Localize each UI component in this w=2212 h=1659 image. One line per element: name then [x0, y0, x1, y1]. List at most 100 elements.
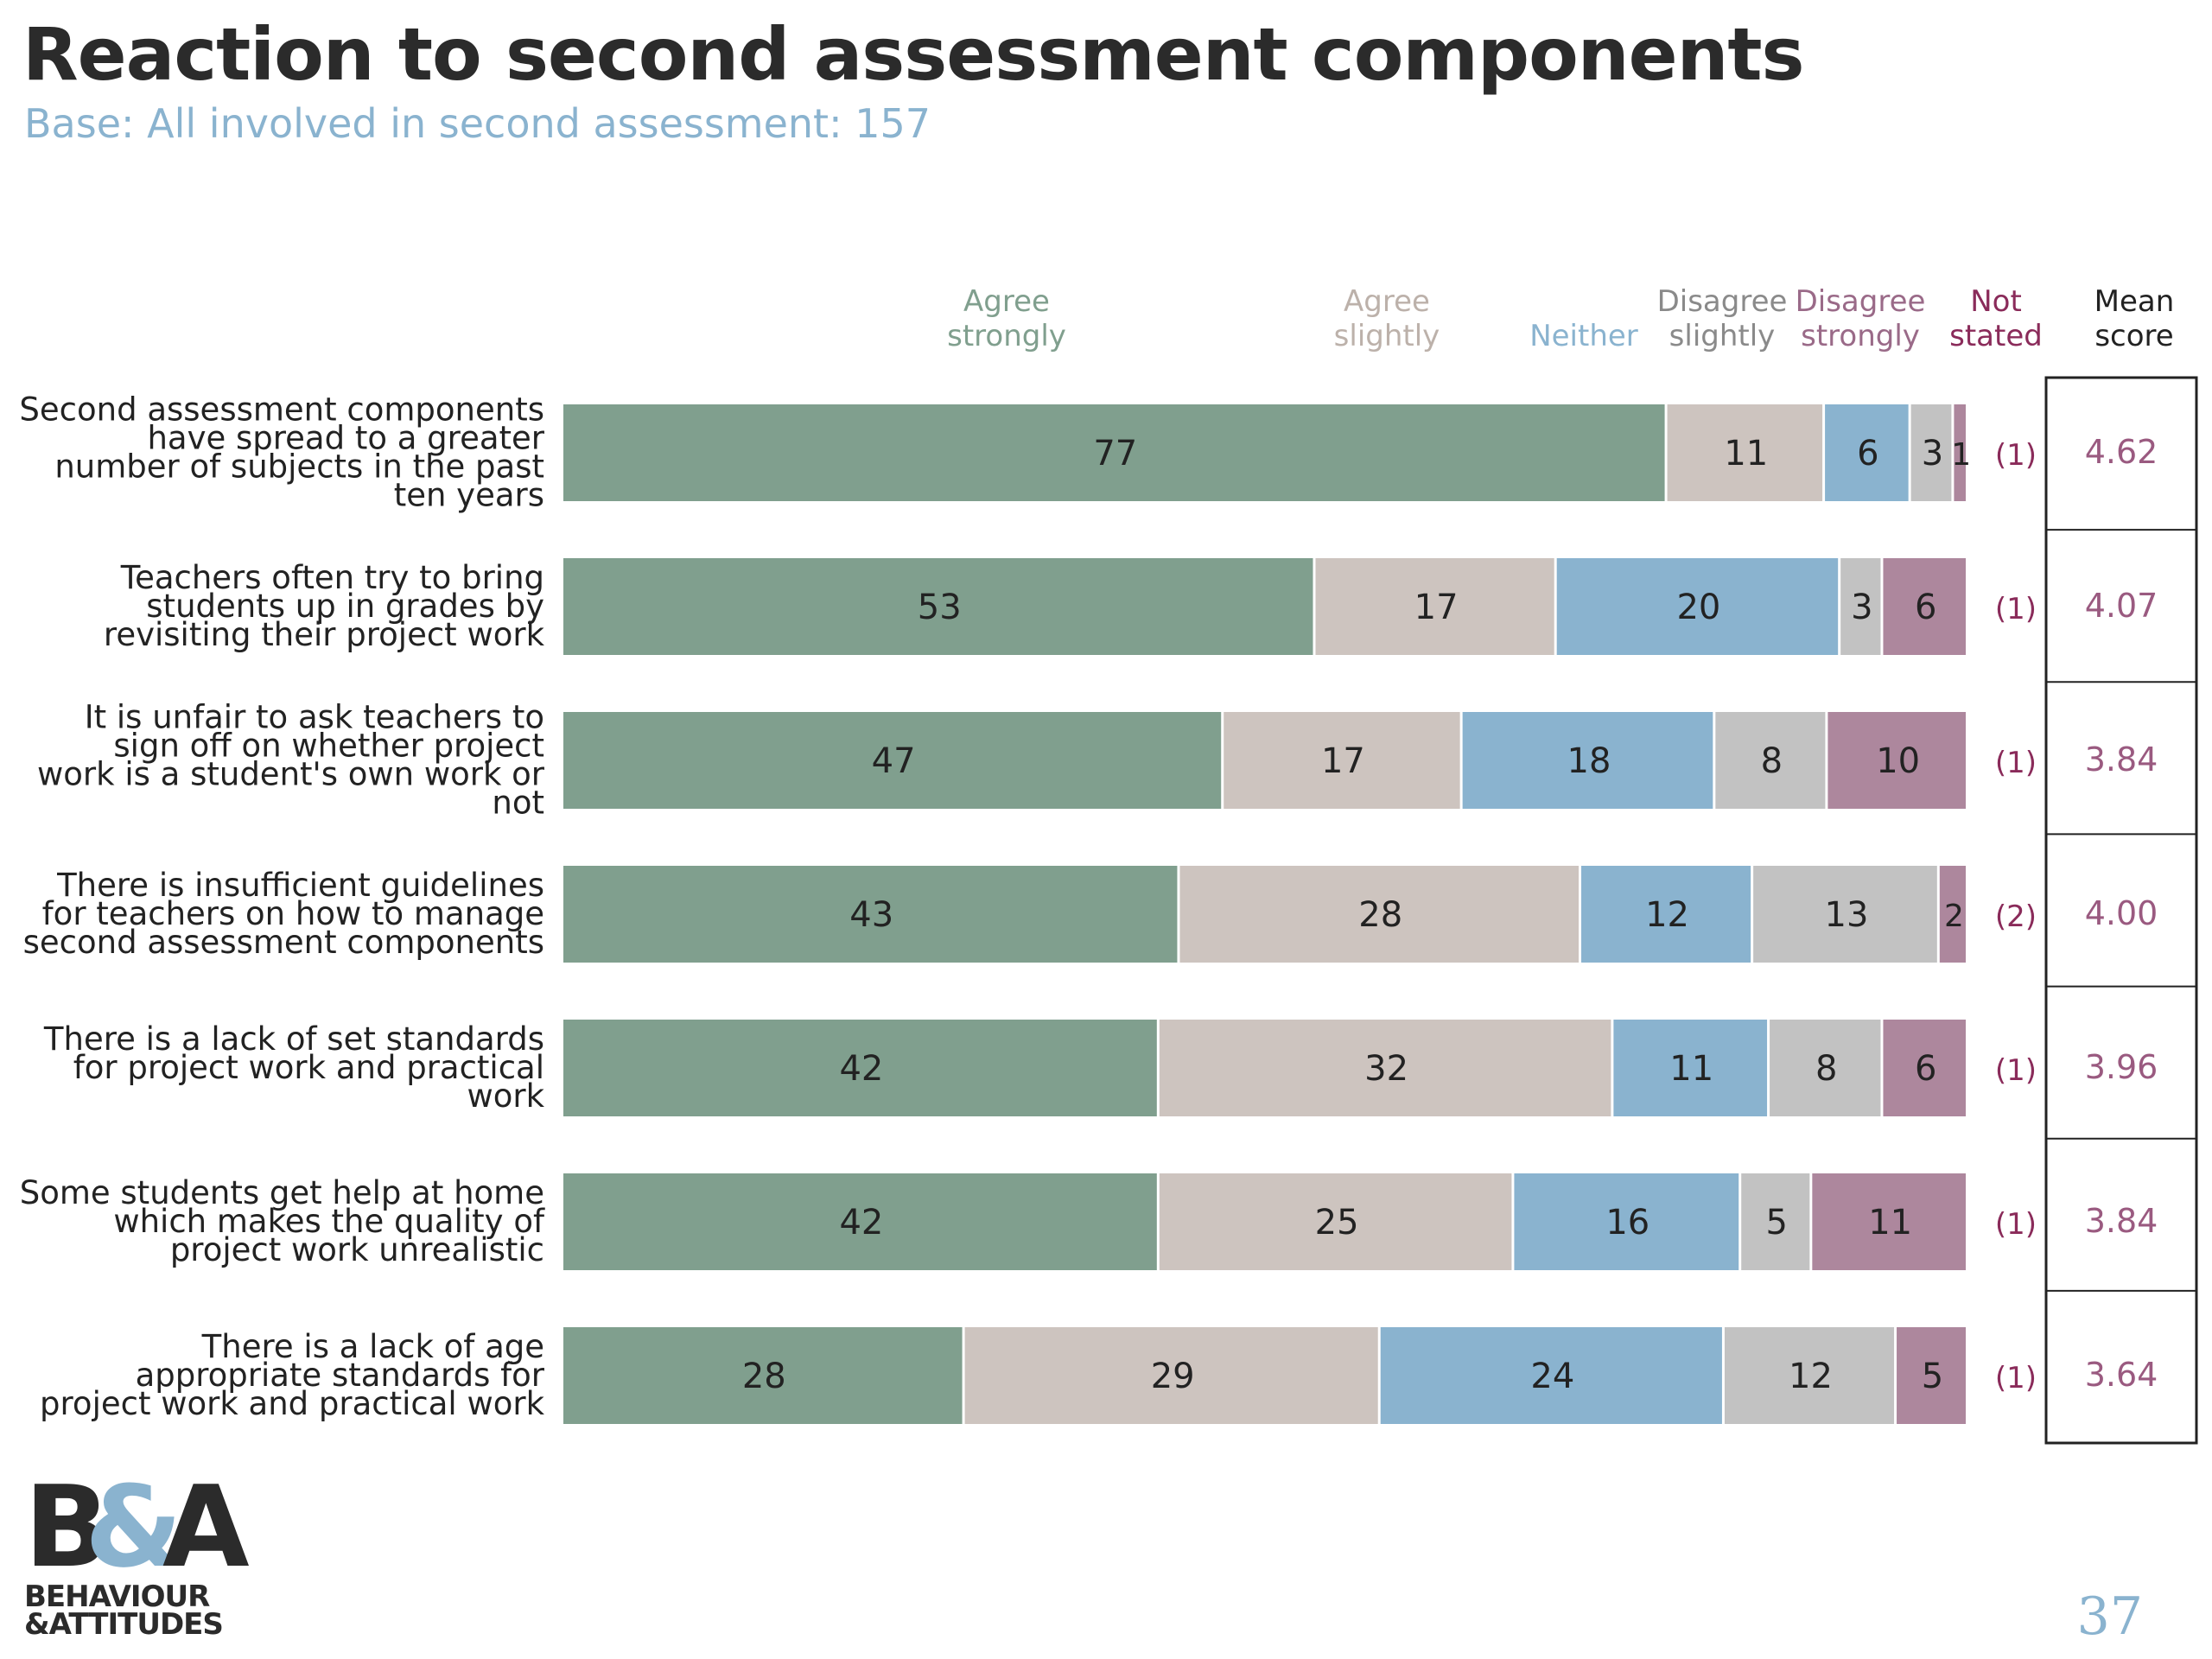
- bar-label-r4-s1: 32: [1364, 1049, 1408, 1089]
- legend-label-mean-score-1: score: [2094, 319, 2173, 353]
- category-label-r3-l1: for teachers on how to manage: [42, 895, 544, 932]
- bar-label-r1-s3: 3: [1851, 588, 1872, 627]
- bar-label-r0-s1: 11: [1724, 434, 1768, 474]
- bar-r4-s1: [1159, 1020, 1611, 1116]
- bar-r2-s2: [1462, 712, 1713, 809]
- bar-label-r1-s4: 6: [1915, 588, 1936, 627]
- legend-label-2-1: Neither: [1529, 319, 1638, 353]
- bar-r6-s1: [964, 1327, 1378, 1424]
- bar-r1-s2: [1556, 558, 1839, 655]
- bar-r5-s3: [1741, 1173, 1810, 1270]
- bar-label-r1-s0: 53: [918, 588, 962, 627]
- bar-r4-s4: [1883, 1020, 1966, 1116]
- bar-r3-s3: [1753, 866, 1937, 963]
- bar-label-r2-s2: 18: [1567, 741, 1611, 781]
- category-label-r4-l1: for project work and practical: [73, 1049, 544, 1086]
- category-label-r0-l0: Second assessment components: [19, 391, 544, 429]
- bar-label-r0-s0: 77: [1093, 434, 1137, 474]
- category-label-r5-l2: project work unrealistic: [170, 1231, 544, 1268]
- bar-label-r6-s0: 28: [742, 1357, 786, 1396]
- category-label-r1-l2: revisiting their project work: [104, 616, 545, 653]
- bar-r6-s4: [1897, 1327, 1966, 1424]
- bar-label-r2-s4: 10: [1876, 741, 1920, 781]
- bar-r2-s4: [1827, 712, 1966, 809]
- bar-r3-s1: [1179, 866, 1580, 963]
- bar-r3-s0: [563, 866, 1178, 963]
- category-label-r0-l2: number of subjects in the past: [54, 448, 544, 486]
- bar-r0-s1: [1667, 404, 1823, 501]
- bar-label-r4-s3: 8: [1815, 1049, 1837, 1089]
- bar-r3-s4: [1939, 866, 1966, 963]
- bar-label-r0-s4: 1: [1951, 437, 1971, 473]
- bar-label-r5-s3: 5: [1766, 1203, 1788, 1243]
- mean-score-value-r1: 4.07: [2085, 587, 2158, 625]
- not-stated-value-r6: (1): [1995, 1361, 2037, 1395]
- mean-score-value-r5: 3.84: [2085, 1202, 2158, 1240]
- legend-label-3-0: Disagree: [1657, 284, 1788, 319]
- legend-label-not-stated-1: stated: [1949, 319, 2043, 353]
- bar-r6-s2: [1380, 1327, 1722, 1424]
- category-label-r6-l0: There is a lack of age: [201, 1328, 544, 1365]
- bar-r2-s0: [563, 712, 1222, 809]
- bar-r2-s1: [1224, 712, 1460, 809]
- not-stated-value-r1: (1): [1995, 592, 2037, 626]
- legend-label-0-0: Agree: [963, 284, 1050, 319]
- bar-label-r5-s4: 11: [1868, 1203, 1912, 1243]
- not-stated-value-r2: (1): [1995, 746, 2037, 780]
- bar-label-r6-s2: 24: [1530, 1357, 1574, 1396]
- mean-score-value-r4: 3.96: [2085, 1048, 2158, 1086]
- bar-label-r4-s4: 6: [1915, 1049, 1936, 1089]
- bar-label-r1-s1: 17: [1414, 588, 1459, 627]
- chart-title: Reaction to second assessment components: [22, 12, 1805, 97]
- bar-r1-s4: [1883, 558, 1966, 655]
- not-stated-value-r4: (1): [1995, 1053, 2037, 1088]
- category-label-r5-l0: Some students get help at home: [20, 1174, 544, 1211]
- category-label-r2-l0: It is unfair to ask teachers to: [85, 699, 544, 736]
- bar-r0-s3: [1910, 404, 1952, 501]
- legend-label-1-0: Agree: [1344, 284, 1430, 319]
- bar-label-r2-s3: 8: [1761, 741, 1783, 781]
- bar-label-r0-s2: 6: [1857, 434, 1878, 474]
- bar-r6-s0: [563, 1327, 963, 1424]
- bar-r5-s4: [1812, 1173, 1966, 1270]
- bar-label-r0-s3: 3: [1922, 434, 1943, 474]
- category-label-r4-l0: There is a lack of set standards: [43, 1020, 544, 1058]
- category-label-r6-l2: project work and practical work: [40, 1385, 545, 1422]
- bar-r1-s0: [563, 558, 1313, 655]
- logo-text-line-2: &ATTITUDES: [24, 1607, 224, 1642]
- bar-r1-s1: [1315, 558, 1554, 655]
- mean-score-value-r0: 4.62: [2085, 433, 2158, 471]
- category-label-r2-l3: not: [492, 785, 544, 822]
- mean-score-value-r3: 4.00: [2085, 894, 2158, 932]
- bar-label-r1-s2: 20: [1676, 588, 1720, 627]
- svg-text:A: A: [162, 1469, 250, 1581]
- logo-text-line-1: BEHAVIOUR: [24, 1580, 210, 1614]
- bar-r0-s2: [1825, 404, 1909, 501]
- bar-label-r3-s0: 43: [849, 895, 893, 935]
- bar-label-r3-s1: 28: [1358, 895, 1402, 935]
- mean-score-box: [2044, 376, 2198, 1445]
- category-label-r0-l3: ten years: [394, 477, 544, 514]
- bar-label-r6-s3: 12: [1789, 1357, 1833, 1396]
- category-label-r5-l1: which makes the quality of: [113, 1203, 545, 1240]
- legend-label-not-stated-0: Not: [1970, 284, 2022, 319]
- category-label-r4-l2: work: [467, 1077, 544, 1115]
- not-stated-value-r3: (2): [1995, 899, 2037, 934]
- page-number: 37: [2076, 1586, 2143, 1647]
- bar-r2-s3: [1715, 712, 1826, 809]
- bar-r6-s3: [1724, 1327, 1895, 1424]
- bar-label-r2-s1: 17: [1321, 741, 1365, 781]
- logo-mark-icon: B & A: [24, 1461, 250, 1592]
- category-label-r3-l2: second assessment components: [23, 924, 544, 961]
- bar-label-r5-s1: 25: [1315, 1203, 1359, 1243]
- bar-r5-s1: [1159, 1173, 1512, 1270]
- bar-label-r2-s0: 47: [872, 741, 916, 781]
- bar-label-r4-s2: 11: [1669, 1049, 1713, 1089]
- category-label-r6-l1: appropriate standards for: [136, 1357, 545, 1394]
- legend-label-1-1: slightly: [1334, 319, 1440, 353]
- not-stated-value-r0: (1): [1995, 438, 2037, 473]
- chart-subtitle: Base: All involved in second assessment:…: [24, 100, 931, 147]
- mean-score-value-r2: 3.84: [2085, 741, 2158, 779]
- category-label-r2-l1: sign off on whether project: [113, 728, 544, 765]
